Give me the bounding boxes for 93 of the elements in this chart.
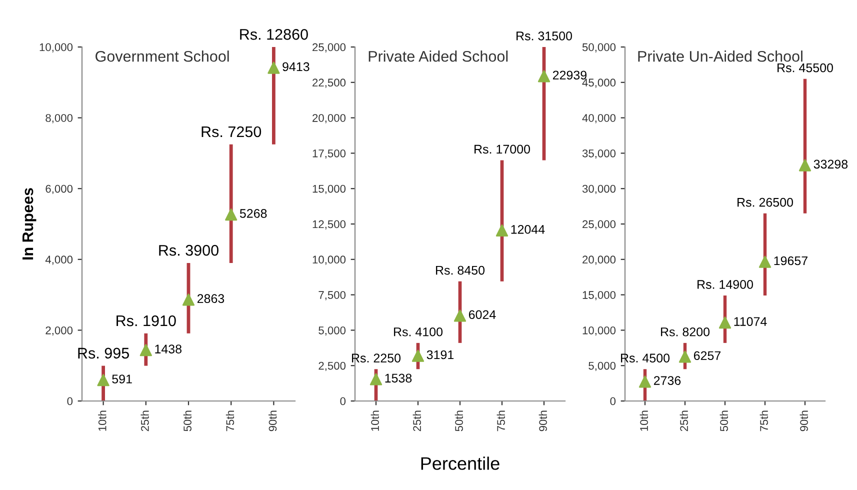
x-tick-label: 75th [760, 410, 768, 432]
point [97, 374, 110, 386]
x-tick-label: 50th [720, 410, 728, 432]
x-tick-label: 90th [268, 410, 277, 432]
data-label: 2863 [197, 294, 224, 304]
annotation: Rs. 8200 [661, 327, 710, 336]
y-tick-label: 15,000 [312, 184, 346, 194]
annotation: Rs. 4100 [394, 327, 443, 336]
y-tick-label: 22,500 [312, 78, 346, 88]
y-tick-label: 0 [610, 397, 616, 406]
y-tick-label: 15,000 [582, 291, 616, 300]
data-label: 1438 [155, 344, 182, 354]
y-tick-label: 7,500 [318, 291, 346, 300]
y-tick-label: 40,000 [582, 114, 616, 124]
annotation: Rs. 8450 [436, 266, 485, 275]
y-tick-label: 0 [67, 397, 73, 406]
y-tick-label: 45,000 [582, 78, 616, 88]
y-tick-label: 5,000 [318, 326, 346, 336]
data-label: 2736 [654, 376, 681, 385]
point [412, 350, 424, 362]
y-tick-label: 6,000 [46, 184, 73, 194]
point [718, 316, 732, 329]
y-tick-label: 20,000 [312, 114, 346, 124]
x-tick-label: 90th [800, 410, 808, 432]
y-axis-title: In Rupees [22, 188, 36, 260]
y-tick-label: 0 [340, 397, 346, 406]
data-label: 33298 [814, 160, 848, 169]
y-tick-label: 2,000 [46, 326, 73, 336]
data-label: 1538 [385, 374, 412, 383]
point [454, 310, 466, 322]
annotation: Rs. 14900 [698, 280, 754, 289]
point [638, 376, 652, 388]
annotation: Rs. 995 [78, 348, 129, 359]
x-tick-label: 75th [496, 410, 505, 432]
annotation: Rs. 17000 [474, 144, 530, 154]
x-tick-label: 75th [226, 410, 234, 432]
annotation: Rs. 1910 [116, 315, 176, 326]
chart-title: Private Aided School [368, 50, 508, 62]
y-tick-label: 10,000 [40, 43, 73, 52]
x-tick-label: 10th [370, 410, 379, 431]
annotation: Rs. 3900 [159, 244, 218, 256]
x-tick-label: 10th [98, 410, 106, 431]
y-tick-label: 10,000 [312, 256, 346, 265]
data-label: 6257 [694, 351, 721, 360]
y-tick-label: 20,000 [582, 256, 616, 265]
point [182, 294, 195, 306]
data-label: 591 [112, 374, 132, 384]
y-tick-label: 25,000 [582, 220, 616, 230]
point [225, 208, 238, 221]
data-label: 11074 [734, 317, 767, 326]
y-tick-label: 4,000 [45, 256, 73, 265]
x-tick-label: 90th [538, 410, 547, 432]
annotation: Rs. 7250 [202, 126, 262, 138]
point [496, 224, 508, 237]
point [678, 350, 692, 363]
annotation: Rs. 45500 [778, 63, 834, 72]
x-tick-label: 25th [412, 410, 421, 432]
data-label: 12044 [511, 224, 545, 234]
data-label: 19657 [774, 256, 808, 266]
y-tick-label: 10,000 [582, 326, 616, 336]
point [268, 62, 280, 74]
annotation: Rs. 31500 [516, 32, 572, 40]
point [798, 159, 812, 172]
point [538, 70, 550, 82]
x-tick-label: 10th [640, 410, 648, 431]
x-tick-label: 25th [680, 410, 688, 432]
data-label: 9413 [282, 62, 310, 72]
y-tick-label: 50,000 [582, 43, 616, 52]
y-tick-label: 30,000 [582, 184, 616, 194]
point [140, 344, 152, 356]
x-axis-title: Percentile [421, 456, 500, 470]
chart-title: Government School [96, 50, 229, 62]
data-label: 5268 [240, 209, 267, 218]
data-label: 3191 [426, 350, 454, 360]
annotation: Rs. 12860 [240, 28, 308, 40]
annotation: Rs. 4500 [621, 354, 670, 363]
y-tick-label: 8,000 [46, 114, 73, 124]
chart-title: Private Un-Aided School [638, 50, 802, 62]
y-tick-label: 17,500 [312, 149, 346, 159]
data-label: 22939 [552, 70, 586, 80]
y-tick-label: 5,000 [588, 362, 616, 372]
y-tick-label: 2,500 [318, 362, 346, 372]
annotation: Rs. 26500 [738, 198, 794, 207]
y-tick-label: 25,000 [312, 43, 346, 52]
x-tick-label: 50th [454, 410, 463, 432]
x-tick-label: 50th [183, 410, 192, 432]
annotation: Rs. 2250 [352, 354, 401, 363]
y-tick-label: 35,000 [582, 149, 616, 159]
x-tick-label: 25th [140, 410, 149, 432]
point [758, 256, 772, 268]
y-tick-label: 12,500 [312, 220, 346, 230]
data-label: 6024 [468, 310, 496, 320]
point [370, 373, 382, 386]
